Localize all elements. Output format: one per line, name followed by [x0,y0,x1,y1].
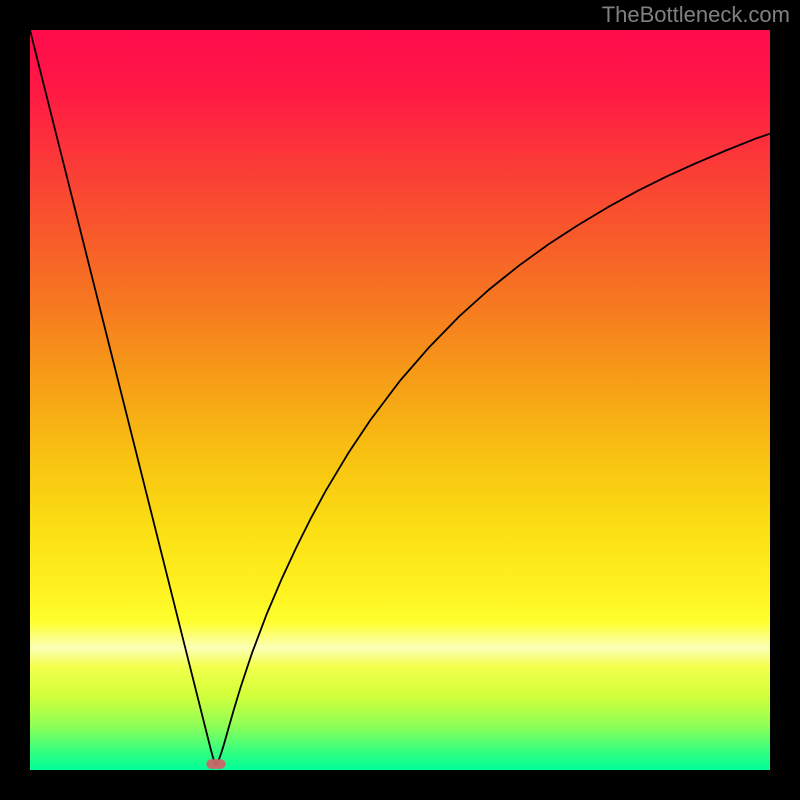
chart-frame: TheBottleneck.com [0,0,800,800]
plot-area [30,30,770,770]
bottleneck-chart [0,0,800,800]
watermark-text: TheBottleneck.com [602,2,790,28]
optimum-marker [206,759,225,769]
